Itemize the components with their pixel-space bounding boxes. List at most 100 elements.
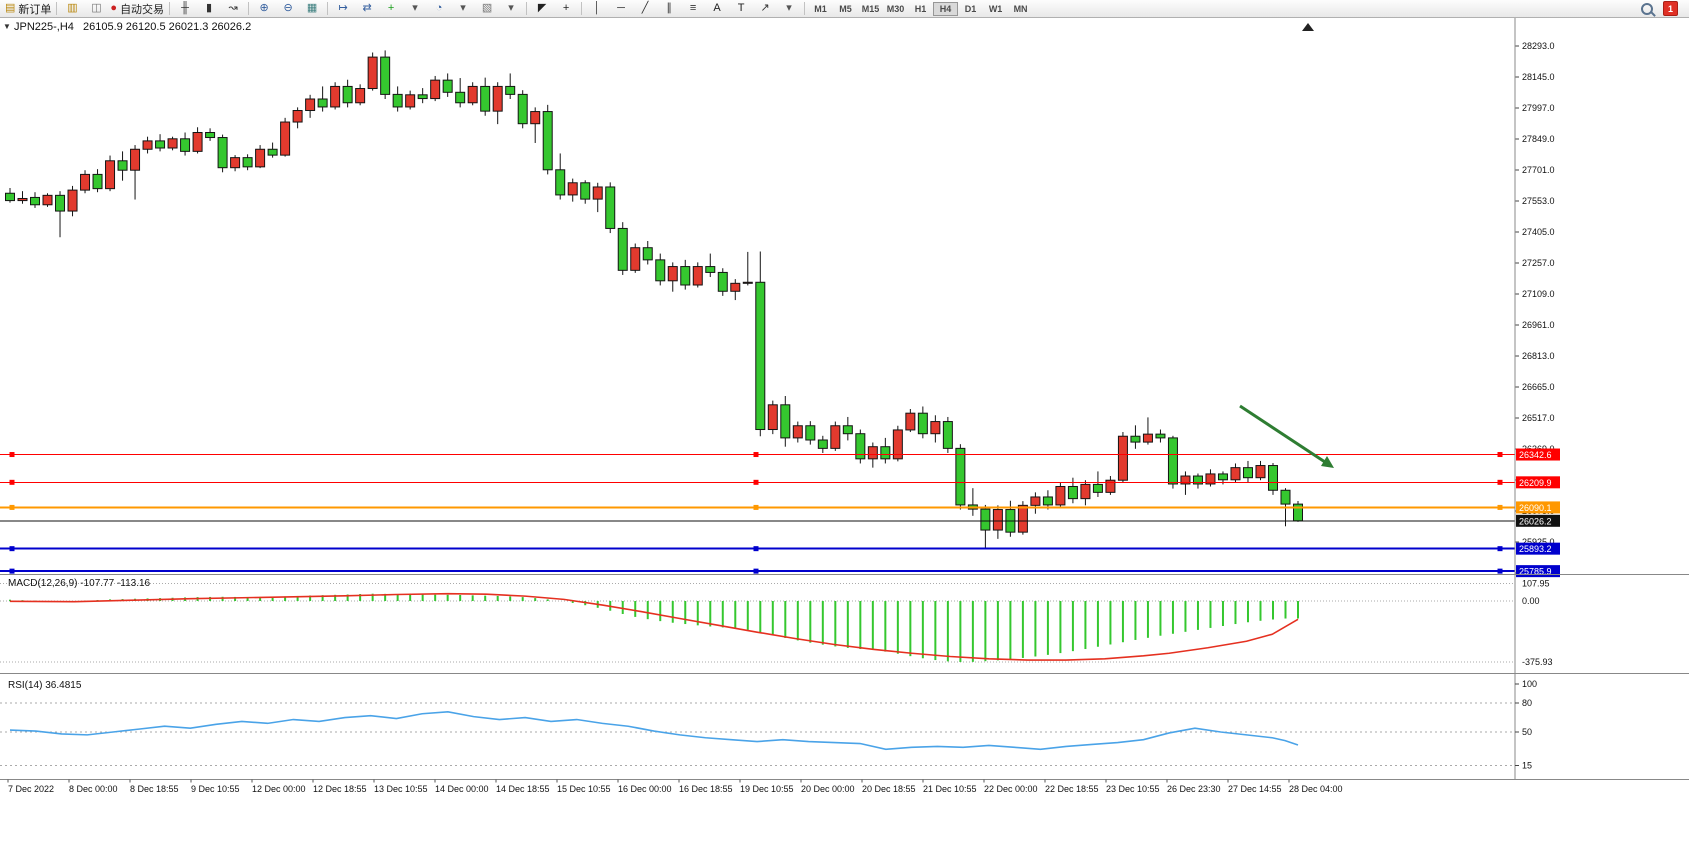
timeframe-h4-button[interactable]: H4 — [933, 1, 959, 16]
equidistant-channel-button[interactable]: ∥ — [657, 1, 681, 17]
profiles-button[interactable]: ◫ — [84, 1, 108, 17]
chart-shift-button[interactable]: ⇄ — [355, 1, 379, 17]
vertical-line-button[interactable]: │ — [585, 1, 609, 17]
timeframe-w1-button[interactable]: W1 — [988, 3, 1003, 14]
timeframe-d1-button[interactable]: D1 — [964, 3, 977, 14]
date-label: 20 Dec 00:00 — [801, 784, 855, 794]
candle — [692, 266, 703, 286]
new-order-button[interactable]: ▤ 新订单 — [3, 1, 53, 17]
one-click-trading-toggle[interactable]: ▼ — [3, 22, 11, 31]
caret-icon: ▾ — [786, 2, 792, 14]
candle — [230, 157, 241, 169]
candle — [330, 85, 341, 108]
timeframe-mn-button[interactable]: MN — [1013, 3, 1028, 14]
notification-badge[interactable]: 1 — [1663, 1, 1678, 16]
crosshair-button[interactable]: + — [554, 1, 578, 17]
candle — [1055, 485, 1066, 506]
date-label: 16 Dec 18:55 — [679, 784, 733, 794]
periods-button[interactable]: ◔ — [427, 1, 451, 17]
line-handle[interactable] — [753, 504, 759, 510]
candle — [930, 421, 941, 435]
line-handle[interactable] — [9, 452, 15, 458]
vline-icon: │ — [593, 2, 601, 14]
timeframe-m1-button[interactable]: M1 — [814, 3, 827, 14]
candle — [1230, 467, 1241, 481]
periods-dropdown[interactable]: ▾ — [451, 1, 475, 17]
candle — [1080, 483, 1091, 500]
price-axis[interactable] — [1515, 18, 1689, 780]
cursor-button[interactable]: ◤ — [530, 1, 554, 17]
templates-button[interactable]: ▧ — [475, 1, 499, 17]
timeframe-h1-button[interactable]: H1 — [914, 3, 927, 14]
candle — [1180, 475, 1191, 485]
candle — [1030, 496, 1041, 506]
line-chart-button[interactable]: ↝ — [221, 1, 245, 17]
candle — [92, 173, 103, 190]
fibonacci-button[interactable]: ≡ — [681, 1, 705, 17]
line-handle[interactable] — [753, 546, 759, 552]
trendline-button[interactable]: ╱ — [633, 1, 657, 17]
text-label-button[interactable]: T — [729, 1, 753, 17]
price-axis-label: 27553.0 — [1522, 196, 1555, 206]
line-handle[interactable] — [1497, 504, 1503, 510]
line-handle[interactable] — [753, 452, 759, 458]
candle — [717, 271, 728, 292]
candle — [992, 509, 1003, 531]
line-handle[interactable] — [9, 568, 15, 574]
autotrading-button[interactable]: ● 自动交易 — [108, 1, 166, 17]
indicators-dropdown[interactable]: ▾ — [403, 1, 427, 17]
search-icon[interactable] — [1641, 2, 1653, 15]
cursor-icon: ◤ — [537, 2, 547, 14]
line-handle[interactable] — [1497, 568, 1503, 574]
toolbar-separator — [248, 2, 250, 15]
line-handle[interactable] — [9, 479, 15, 485]
horizontal-line-button[interactable]: ─ — [609, 1, 633, 17]
zoom-in-button[interactable]: ⊕ — [252, 1, 276, 17]
candle — [980, 508, 991, 531]
candle — [680, 266, 691, 286]
line-handle[interactable] — [1497, 479, 1503, 485]
candle — [305, 98, 316, 112]
candle — [142, 140, 153, 150]
line-handle[interactable] — [1497, 546, 1503, 552]
rsi-axis-label: 100 — [1522, 679, 1537, 689]
line-handle[interactable] — [9, 546, 15, 552]
candle — [255, 148, 266, 168]
candle — [342, 85, 353, 104]
candle — [130, 148, 141, 171]
chart-shift-marker[interactable] — [1302, 23, 1314, 31]
candle — [542, 111, 553, 171]
candlestick-button[interactable]: ▮ — [197, 1, 221, 17]
zoom-out-button[interactable]: ⊖ — [276, 1, 300, 17]
candle — [655, 259, 666, 282]
candle — [455, 91, 466, 104]
candle — [417, 94, 428, 100]
trend-arrow-head[interactable] — [1321, 456, 1334, 468]
line-handle[interactable] — [753, 568, 759, 574]
chart-ohlc-values: 26105.9 26120.5 26021.3 26026.2 — [82, 21, 252, 33]
time-axis[interactable] — [0, 779, 1689, 798]
candle — [1192, 475, 1203, 485]
text-button[interactable]: A — [705, 1, 729, 17]
indicators-button[interactable]: + — [379, 1, 403, 17]
charts-menu-button[interactable]: ▥ — [60, 1, 84, 17]
line-handle[interactable] — [1497, 452, 1503, 458]
arrows-dropdown[interactable]: ▾ — [777, 1, 801, 17]
arrows-button[interactable]: ↗ — [753, 1, 777, 17]
tile-windows-button[interactable]: ▦ — [300, 1, 324, 17]
trendline-icon: ╱ — [641, 2, 649, 14]
templates-dropdown[interactable]: ▾ — [499, 1, 523, 17]
candle — [492, 85, 503, 112]
trend-arrow[interactable] — [1239, 404, 1329, 466]
timeframe-m30-button[interactable]: M30 — [886, 3, 905, 14]
bar-chart-button[interactable]: ╫ — [173, 1, 197, 17]
line-handle[interactable] — [753, 479, 759, 485]
line-handle[interactable] — [9, 504, 15, 510]
candle — [1242, 467, 1253, 479]
new-order-button-label: 新订单 — [18, 3, 52, 16]
timeframe-m15-button[interactable]: M15 — [861, 3, 880, 14]
timeframe-m5-button[interactable]: M5 — [839, 3, 852, 14]
auto-scroll-button[interactable]: ↦ — [331, 1, 355, 17]
candle — [442, 79, 453, 93]
chart-plot-area[interactable] — [0, 18, 1689, 858]
